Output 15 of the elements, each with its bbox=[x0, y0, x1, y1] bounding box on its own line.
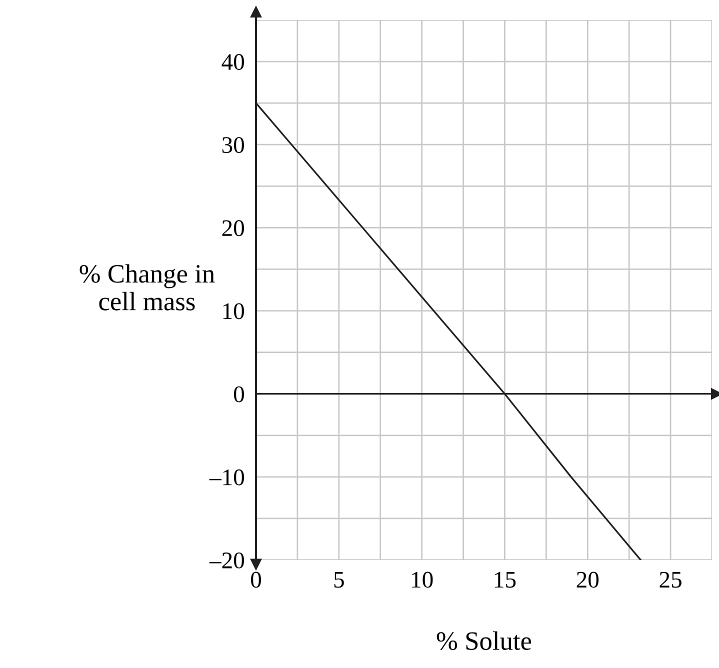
x-tick-label: 15 bbox=[495, 572, 516, 588]
x-tick-label: 5 bbox=[334, 572, 344, 588]
y-tick-label: 20 bbox=[222, 220, 244, 236]
x-tick-label: 0 bbox=[250, 572, 262, 588]
y-tick-label: 0 bbox=[234, 386, 244, 402]
x-tick-label: 20 bbox=[576, 572, 599, 588]
y-tick-label: 30 bbox=[222, 137, 244, 154]
x-tick-label: 10 bbox=[412, 572, 433, 588]
y-tick-label: –20 bbox=[209, 552, 244, 568]
x-tick-label: 25 bbox=[660, 572, 682, 588]
y-tick-label: 40 bbox=[222, 54, 244, 70]
x-axis-title: % Solute bbox=[436, 631, 532, 650]
y-axis-title: % Change in cell mass bbox=[80, 264, 215, 310]
y-tick-label: –10 bbox=[209, 469, 244, 486]
y-tick-label: 10 bbox=[223, 303, 244, 320]
